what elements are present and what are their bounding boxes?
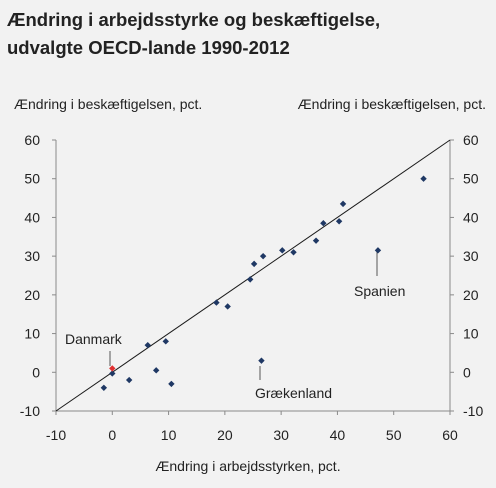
data-point [168, 380, 175, 388]
data-point [290, 249, 297, 256]
chart-title-line2: udvalgte OECD-lande 1990-2012 [7, 37, 290, 58]
data-point [250, 260, 258, 268]
chart-title-line1: Ændring i arbejdsstyrke og beskæftigelse… [7, 9, 381, 30]
data-point [224, 303, 231, 310]
data-point [259, 252, 267, 260]
data-point [420, 175, 427, 182]
data-point [312, 237, 320, 244]
x-tick-label: 60 [442, 427, 458, 443]
y-tick-label-left: 40 [24, 209, 40, 225]
x-tick-label: 50 [386, 427, 402, 443]
x-axis-label: Ændring i arbejdsstyrken, pct. [155, 458, 341, 474]
point-label: Spanien [354, 283, 405, 299]
data-point [246, 276, 254, 283]
y-tick-label-right: 50 [463, 171, 479, 187]
data-point [100, 384, 108, 391]
y-tick-label-right: 0 [463, 364, 471, 380]
y-tick-label-left: 10 [24, 326, 40, 342]
data-point [125, 376, 133, 384]
data-point-spanien [374, 247, 382, 254]
x-tick-label: 30 [273, 427, 289, 443]
data-point [213, 299, 220, 306]
chart-title: Ændring i arbejdsstyrke og beskæftigelse… [7, 6, 487, 62]
y-tick-label-right: 20 [463, 287, 479, 303]
data-point [109, 370, 116, 377]
data-point [320, 220, 327, 227]
data-point [279, 247, 286, 254]
callout-layer: Grækenland Spanien Danmark [65, 252, 405, 401]
reference-line [55, 139, 451, 412]
data-point [335, 218, 343, 225]
data-point [144, 341, 151, 349]
point-label: Danmark [65, 331, 123, 347]
y-axis-label-left: Ændring i beskæftigelsen, pct. [14, 96, 203, 112]
points-layer [100, 175, 427, 391]
x-tick-label: 20 [217, 427, 233, 443]
x-tick-label: 40 [330, 427, 346, 443]
point-label: Grækenland [255, 385, 332, 401]
x-tick-label: -10 [46, 427, 66, 443]
y-tick-label-left: 50 [24, 171, 40, 187]
y-tick-label-right: 60 [463, 132, 479, 148]
y-axis-label-right: Ændring i beskæftigelsen, pct. [297, 96, 486, 112]
data-point [162, 338, 169, 345]
data-point [152, 367, 160, 374]
y-tick-label-left: 20 [24, 287, 40, 303]
y-tick-label-left: 30 [24, 248, 40, 264]
y-tick-label-right: 30 [463, 248, 479, 264]
y-tick-label-left: 0 [32, 364, 40, 380]
y-tick-label-left: -10 [20, 403, 40, 419]
reference-line-layer [55, 139, 451, 412]
y-tick-label-right: 10 [463, 326, 479, 342]
data-point-danmark [109, 365, 116, 372]
y-tick-label-right: -10 [463, 403, 483, 419]
axes-layer: 60 60 50 50 40 40 30 30 20 20 10 10 0 0 -10 -10 -10 0 10 20… [20, 132, 484, 443]
data-point [339, 200, 347, 208]
data-point-grækenland [258, 357, 265, 364]
y-tick-label-left: 60 [24, 132, 40, 148]
x-tick-label: 0 [108, 427, 116, 443]
x-tick-label: 10 [161, 427, 177, 443]
y-tick-label-right: 40 [463, 209, 479, 225]
